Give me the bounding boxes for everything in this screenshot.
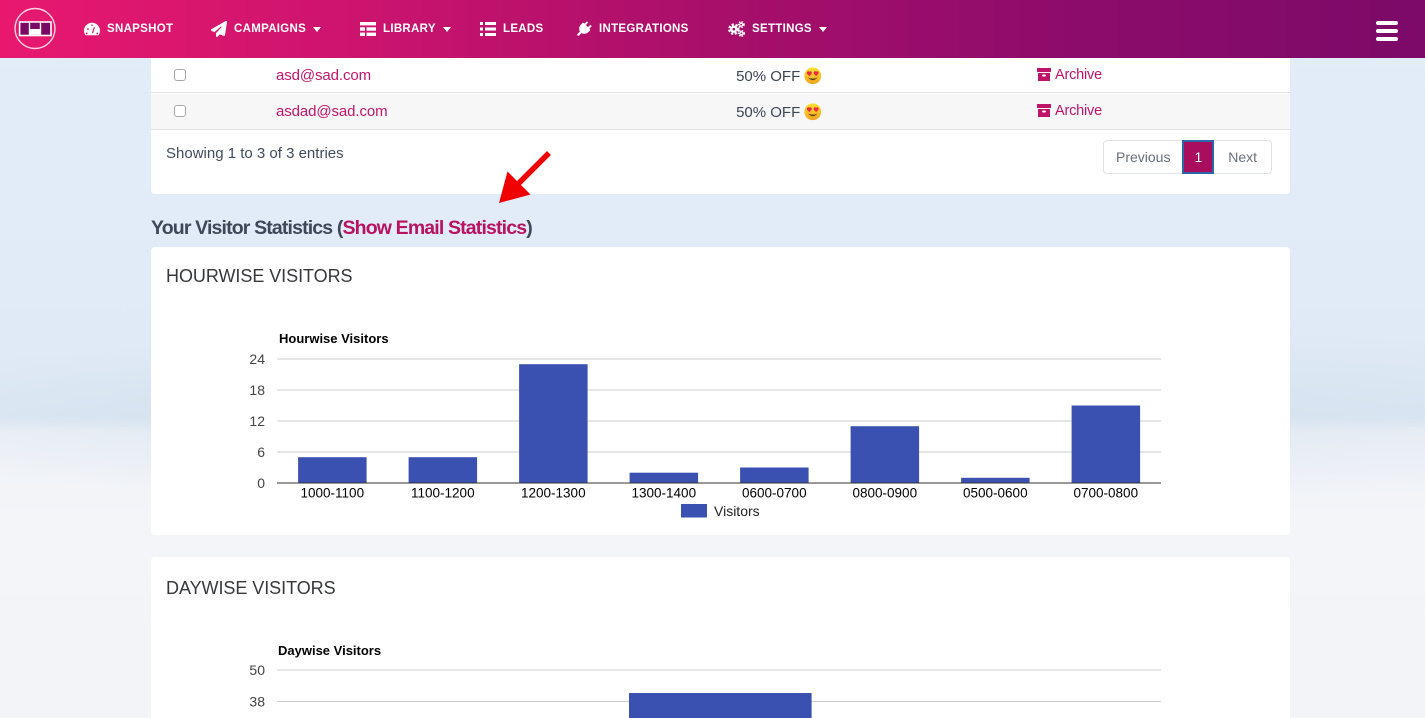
svg-text:Daywise Visitors: Daywise Visitors bbox=[278, 643, 381, 658]
svg-text:0500-0600: 0500-0600 bbox=[963, 486, 1028, 501]
svg-text:0600-0700: 0600-0700 bbox=[742, 486, 807, 501]
svg-text:18: 18 bbox=[249, 382, 265, 398]
svg-text:1300-1400: 1300-1400 bbox=[632, 486, 697, 501]
svg-text:24: 24 bbox=[249, 351, 265, 367]
svg-text:1200-1300: 1200-1300 bbox=[521, 486, 586, 501]
svg-text:38: 38 bbox=[249, 694, 265, 710]
svg-text:Visitors: Visitors bbox=[714, 503, 760, 519]
svg-text:1100-1200: 1100-1200 bbox=[411, 486, 475, 501]
svg-text:12: 12 bbox=[249, 413, 265, 429]
svg-text:1000-1100: 1000-1100 bbox=[301, 486, 365, 501]
svg-text:Hourwise Visitors: Hourwise Visitors bbox=[279, 331, 389, 346]
svg-text:0700-0800: 0700-0800 bbox=[1074, 486, 1139, 501]
svg-text:6: 6 bbox=[257, 444, 265, 460]
svg-text:0: 0 bbox=[257, 475, 265, 491]
svg-text:0800-0900: 0800-0900 bbox=[853, 486, 918, 501]
svg-text:50: 50 bbox=[249, 662, 265, 678]
